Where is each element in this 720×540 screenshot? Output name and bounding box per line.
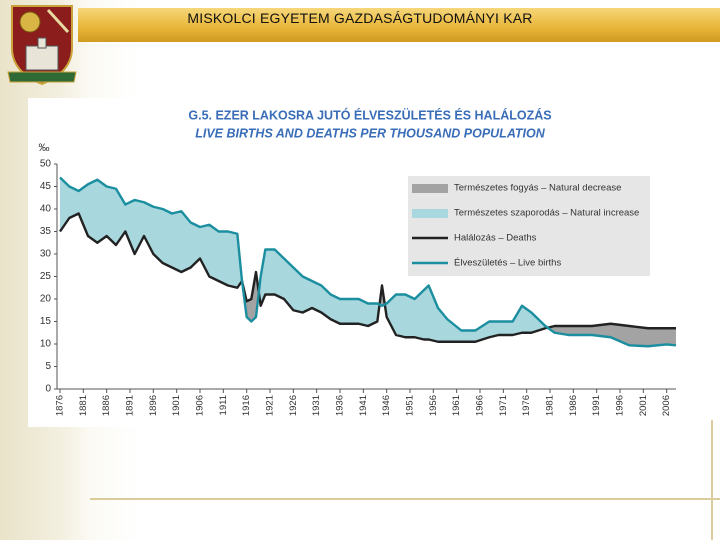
x-tick-label: 1896 (148, 395, 159, 416)
x-tick-label: 1986 (568, 395, 579, 416)
logo-tower (37, 37, 47, 49)
x-tick-label: 1906 (195, 395, 206, 416)
x-tick-label: 1926 (288, 395, 299, 416)
legend-label: Élveszületés – Live births (454, 258, 561, 269)
legend-label: Halálozás – Deaths (454, 233, 537, 244)
x-tick-label: 1911 (218, 395, 229, 415)
series-line (59, 176, 677, 348)
legend-label: Természetes fogyás – Natural decrease (454, 183, 621, 194)
logo-stripe (46, 8, 70, 34)
chart-title: G.5. EZER LAKOSRA JUTÓ ÉLVESZÜLETÉS ÉS H… (188, 107, 551, 122)
y-tick-label: 30 (40, 249, 52, 260)
x-tick-label: 1921 (265, 395, 276, 416)
y-tick-label: 25 (40, 271, 52, 282)
legend-swatch (412, 209, 448, 218)
y-tick-label: 15 (40, 316, 52, 327)
y-axis-label: ‰ (39, 142, 50, 154)
x-tick-label: 1991 (591, 395, 602, 416)
x-tick-label: 1996 (615, 395, 626, 416)
x-tick-label: 1931 (311, 395, 322, 416)
y-tick-label: 50 (40, 159, 52, 170)
x-tick-label: 1951 (405, 395, 416, 416)
x-tick-label: 1966 (475, 395, 486, 416)
x-tick-label: 1961 (451, 395, 462, 416)
logo-castle (25, 45, 59, 71)
x-tick-label: 1946 (381, 395, 392, 416)
x-tick-label: 1901 (171, 395, 182, 416)
y-tick-label: 0 (45, 384, 51, 395)
header-title: MISKOLCI EGYETEM GAZDASÁGTUDOMÁNYI KAR (187, 10, 533, 26)
series-line (59, 212, 676, 343)
x-tick-label: 1886 (101, 395, 112, 416)
x-tick-label: 1881 (78, 395, 89, 416)
y-tick-label: 20 (40, 294, 52, 305)
chart: G.5. EZER LAKOSRA JUTÓ ÉLVESZÜLETÉS ÉS H… (39, 107, 677, 416)
legend-box (408, 176, 650, 276)
x-tick-label: 1956 (428, 395, 439, 416)
x-tick-label: 1971 (498, 395, 509, 416)
x-tick-label: 1876 (55, 395, 66, 416)
chart-box: G.5. EZER LAKOSRA JUTÓ ÉLVESZÜLETÉS ÉS H… (28, 98, 692, 427)
x-tick-label: 1936 (335, 395, 346, 416)
logo-ribbon (7, 71, 77, 83)
legend-swatch (412, 184, 448, 193)
chart-subtitle: LIVE BIRTHS AND DEATHS PER THOUSAND POPU… (195, 126, 546, 140)
x-tick-label: 1891 (125, 395, 136, 416)
x-tick-label: 1981 (545, 395, 556, 416)
x-tick-label: 2001 (638, 395, 649, 416)
x-tick-label: 2006 (661, 395, 672, 416)
logo (7, 5, 77, 86)
y-tick-label: 45 (40, 181, 52, 192)
x-tick-label: 1941 (358, 395, 369, 416)
y-tick-label: 40 (40, 204, 52, 215)
y-tick-label: 5 (45, 361, 51, 372)
y-tick-label: 10 (40, 339, 52, 350)
side-rule (711, 420, 713, 540)
y-tick-label: 35 (40, 226, 52, 237)
x-tick-label: 1916 (241, 395, 252, 416)
logo-emblem (19, 11, 41, 33)
x-tick-label: 1976 (521, 395, 532, 416)
footer-rule (90, 498, 720, 500)
legend-label: Természetes szaporodás – Natural increas… (454, 208, 639, 219)
header-bar (78, 8, 720, 42)
